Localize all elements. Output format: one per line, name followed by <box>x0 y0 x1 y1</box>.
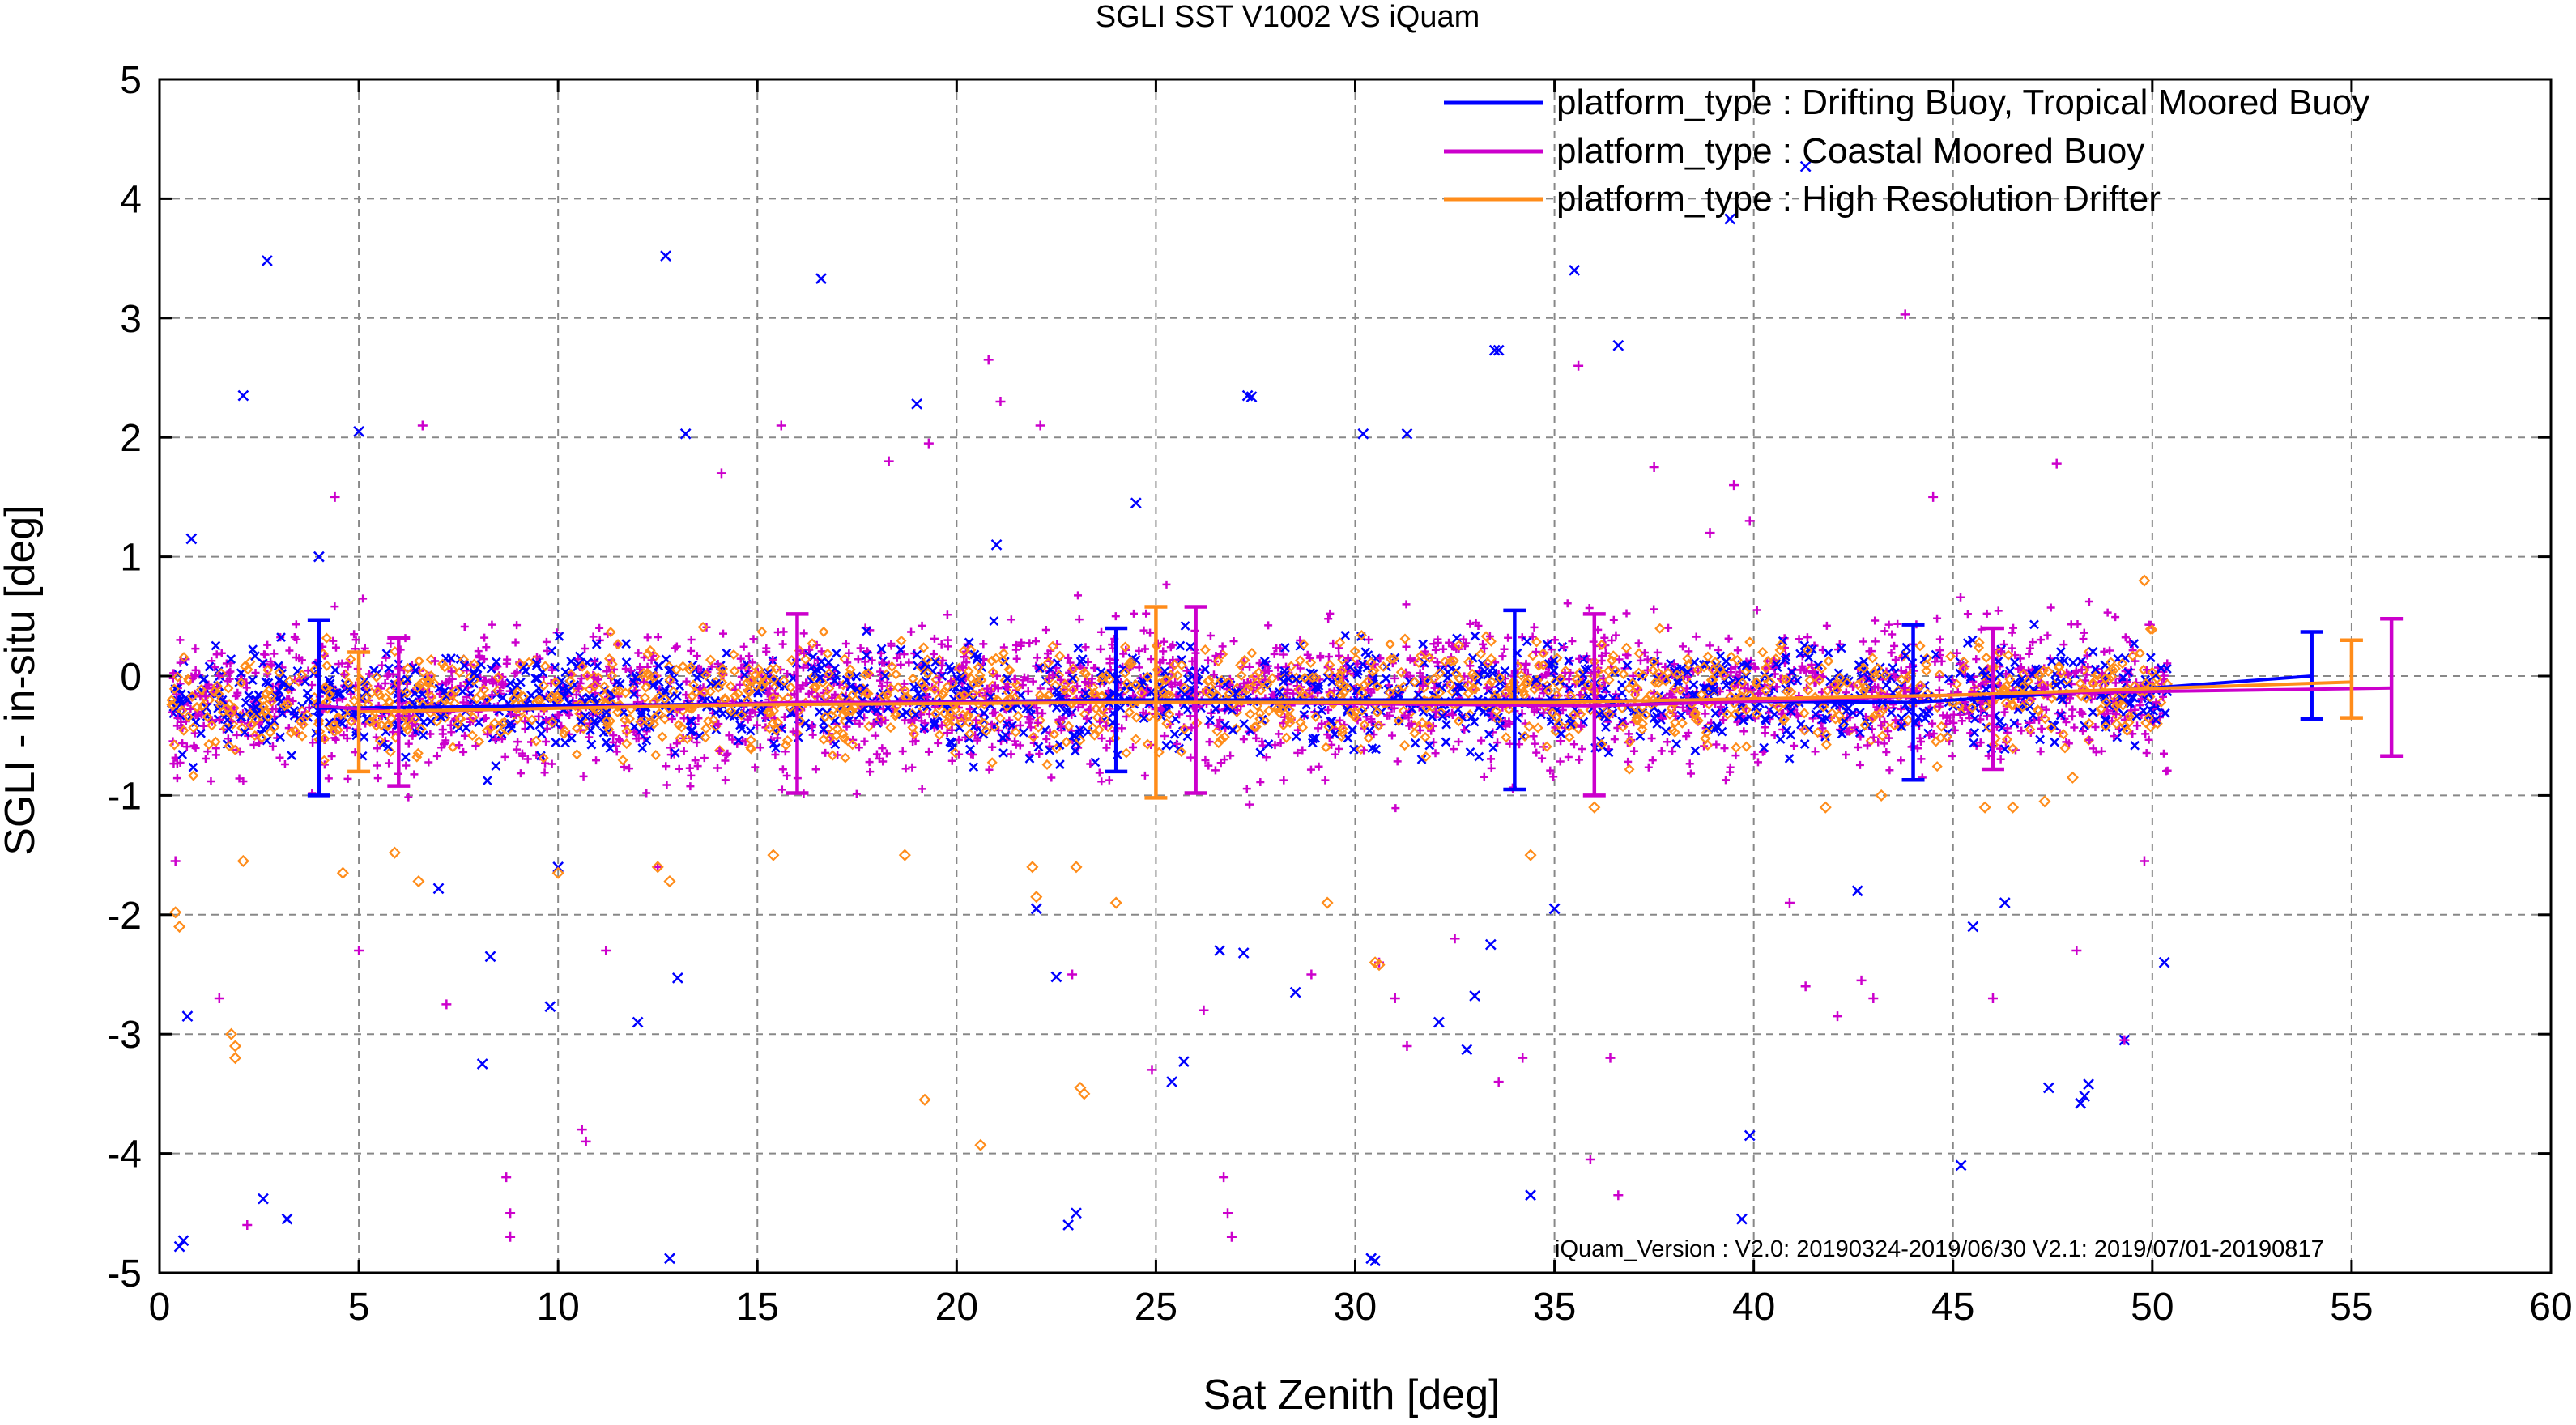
chart-title: SGLI SST V1002 VS iQuam <box>1096 0 1480 34</box>
